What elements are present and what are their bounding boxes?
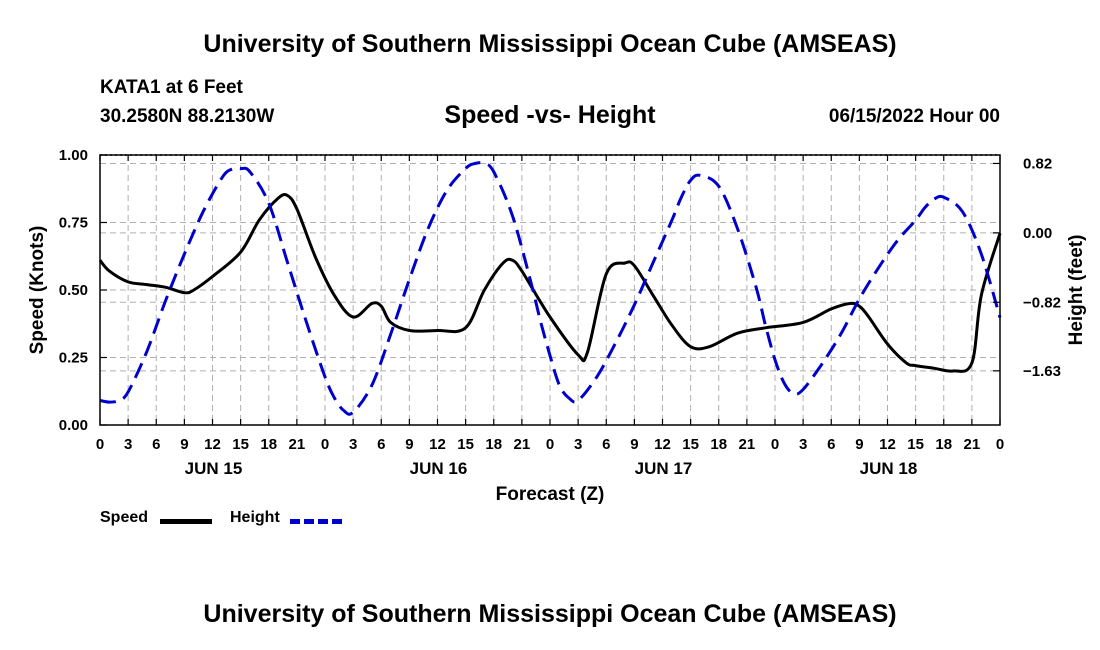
y2-tick-label: 0.00 bbox=[1023, 225, 1052, 242]
y-tick-label: 0.75 bbox=[59, 215, 88, 232]
day-label: JUN 17 bbox=[635, 459, 693, 478]
x-tick-label: 3 bbox=[124, 436, 132, 453]
day-label: JUN 18 bbox=[860, 459, 918, 478]
x-tick-label: 9 bbox=[405, 436, 413, 453]
x-axis-title: Forecast (Z) bbox=[496, 484, 605, 505]
y2-tick-label: −1.63 bbox=[1023, 363, 1061, 380]
x-tick-label: 6 bbox=[602, 436, 610, 453]
x-tick-label: 18 bbox=[710, 436, 727, 453]
forecast-date: 06/15/2022 Hour 00 bbox=[828, 106, 1000, 127]
x-tick-label: 15 bbox=[682, 436, 699, 453]
x-tick-label: 6 bbox=[827, 436, 835, 453]
station-label: KATA1 at 6 Feet bbox=[100, 77, 243, 98]
y-tick-label: 1.00 bbox=[59, 147, 88, 164]
x-tick-label: 9 bbox=[855, 436, 863, 453]
x-tick-label: 6 bbox=[152, 436, 160, 453]
x-tick-label: 18 bbox=[260, 436, 277, 453]
x-tick-label: 12 bbox=[879, 436, 896, 453]
x-tick-label: 18 bbox=[935, 436, 952, 453]
legend-speed-label: Speed bbox=[100, 509, 149, 526]
x-tick-label: 15 bbox=[232, 436, 249, 453]
series-layer bbox=[98, 161, 1002, 416]
y-tick-label: 0.00 bbox=[59, 417, 88, 434]
legend-height-swatch bbox=[290, 519, 342, 524]
y2-tick-label: 0.82 bbox=[1023, 155, 1052, 172]
x-tick-label: 21 bbox=[964, 436, 981, 453]
x-tick-label: 0 bbox=[321, 436, 329, 453]
bottom-title: University of Southern Mississippi Ocean… bbox=[203, 600, 897, 628]
y2-axis-title: Height (feet) bbox=[1066, 235, 1087, 346]
legend-height-label: Height bbox=[230, 509, 280, 526]
x-tick-label: 18 bbox=[485, 436, 502, 453]
x-tick-label: 21 bbox=[289, 436, 306, 453]
coordinates-label: 30.2580N 88.2130W bbox=[100, 106, 275, 127]
x-tick-label: 0 bbox=[996, 436, 1004, 453]
y-axis-title: Speed (Knots) bbox=[27, 226, 48, 355]
x-tick-label: 3 bbox=[574, 436, 582, 453]
x-tick-label: 15 bbox=[907, 436, 924, 453]
series-line-height bbox=[99, 161, 1002, 416]
x-tick-label: 0 bbox=[546, 436, 554, 453]
grid-layer bbox=[100, 154, 1000, 425]
x-tick-label: 12 bbox=[429, 436, 446, 453]
x-tick-label: 12 bbox=[204, 436, 221, 453]
x-tick-label: 6 bbox=[377, 436, 385, 453]
axis-layer: 0 3 6 9 12 15 18 21 0 3 6 9 12 15 18 21 0 3 6 9 12 15 18 21 0 3 6 9… bbox=[59, 147, 1061, 478]
speed-height-chart: 0 3 6 9 12 15 18 21 0 3 6 9 12 15 18 21 0 3 6 9 12 15 18 21 0 3 6 9… bbox=[27, 147, 1087, 505]
series-line-speed bbox=[98, 193, 1002, 373]
chart-title: Speed -vs- Height bbox=[444, 101, 656, 129]
y2-tick-label: −0.82 bbox=[1023, 294, 1061, 311]
x-tick-label: 0 bbox=[771, 436, 779, 453]
legend-speed-swatch bbox=[160, 519, 212, 524]
y-tick-label: 0.25 bbox=[59, 350, 88, 367]
x-tick-label: 9 bbox=[630, 436, 638, 453]
main-title: University of Southern Mississippi Ocean… bbox=[203, 30, 897, 58]
x-tick-label: 0 bbox=[96, 436, 104, 453]
day-label: JUN 16 bbox=[410, 459, 468, 478]
x-tick-label: 3 bbox=[349, 436, 357, 453]
x-tick-label: 9 bbox=[180, 436, 188, 453]
x-tick-label: 21 bbox=[514, 436, 531, 453]
day-label: JUN 15 bbox=[185, 459, 243, 478]
x-tick-label: 12 bbox=[654, 436, 671, 453]
x-tick-label: 15 bbox=[457, 436, 474, 453]
x-tick-label: 21 bbox=[739, 436, 756, 453]
y-tick-label: 0.50 bbox=[59, 282, 88, 299]
x-tick-label: 3 bbox=[799, 436, 807, 453]
